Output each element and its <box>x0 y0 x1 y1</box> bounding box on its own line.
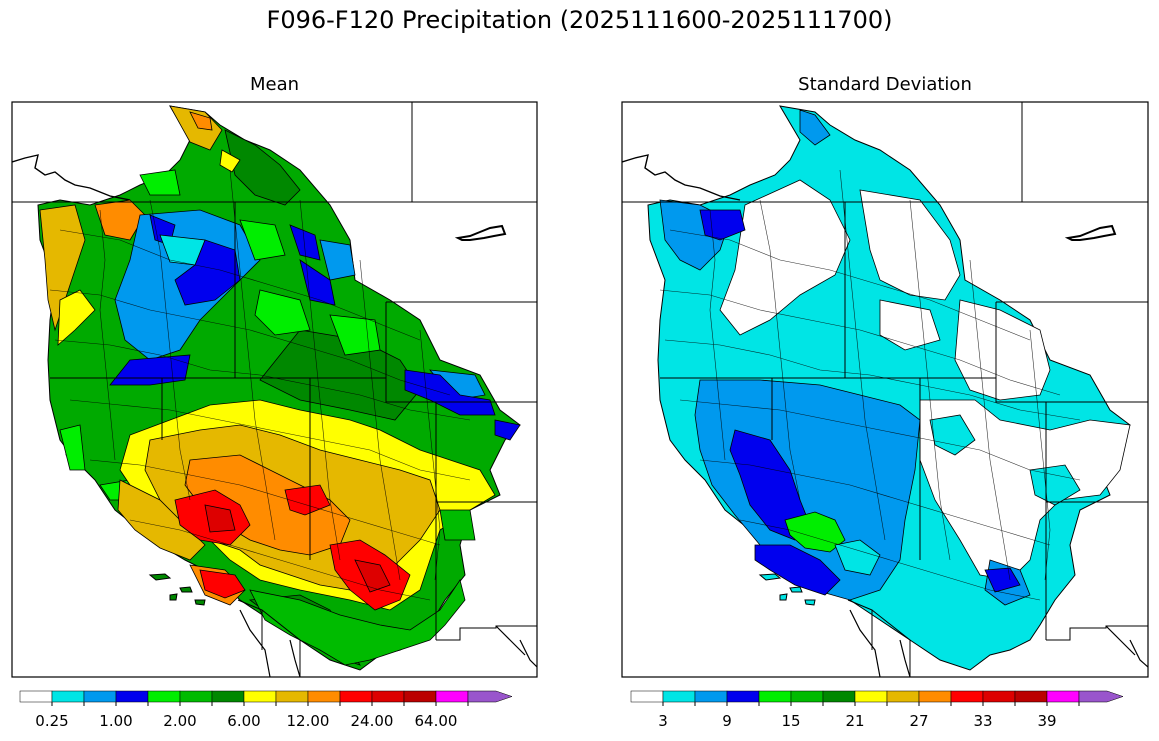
mean-colorbar-label: 12.00 <box>287 712 330 730</box>
stddev-colorbar-swatch <box>918 690 952 703</box>
stddev-colorbar-swatch <box>662 690 696 703</box>
mean-colorbar-label: 24.00 <box>351 712 394 730</box>
mean-colorbar-label: 0.25 <box>35 712 68 730</box>
stddev-great-lake-shape <box>1064 224 1117 241</box>
mean-map <box>12 102 537 677</box>
mean-south-red <box>174 484 411 611</box>
mean-colorbar-label: 1.00 <box>99 712 132 730</box>
stddev-colorbar-label: 3 <box>658 712 668 730</box>
stddev-colorbar-label: 9 <box>722 712 732 730</box>
stddev-colorbar-swatch <box>630 690 664 703</box>
mean-colorbar-swatch <box>371 690 405 703</box>
stddev-white-region <box>719 179 1131 581</box>
mean-colorbar-swatch <box>115 690 149 703</box>
figure-title: F096-F120 Precipitation (2025111600-2025… <box>266 6 893 34</box>
stddev-colorbar-swatch <box>854 690 888 703</box>
stddev-colorbar-swatch <box>1078 690 1124 703</box>
stddev-basin-lines <box>659 169 1081 601</box>
mean-colorbar-swatch <box>83 690 117 703</box>
mean-state-lines <box>12 102 537 677</box>
stddev-colorbar-label: 21 <box>845 712 864 730</box>
stddev-colorbar-swatch <box>790 690 824 703</box>
mean-colorbar-swatch <box>403 690 437 703</box>
mean-colorbar-swatch <box>467 690 513 703</box>
stddev-colorbar-label: 15 <box>781 712 800 730</box>
stddev-map-frame <box>621 101 1149 678</box>
mean-baja-coast <box>239 609 537 677</box>
mean-colorbar-label: 64.00 <box>415 712 458 730</box>
stddev-colorbar-label: 39 <box>1037 712 1056 730</box>
mean-coast-bright-yellow <box>57 149 241 346</box>
mean-colorbar-swatch <box>211 690 245 703</box>
mean-basin-lines <box>49 169 471 601</box>
mean-south-dark-red <box>204 504 391 593</box>
mean-great-lake-shape <box>454 224 507 241</box>
stddev-colorbar-label: 33 <box>973 712 992 730</box>
mean-colorbar-swatch <box>339 690 373 703</box>
stddev-blue-region <box>699 209 1021 596</box>
stddev-colorbar-swatch <box>886 690 920 703</box>
mean-south-green <box>249 509 476 666</box>
stddev-colorbar: 3 9 15 21 27 33 39 <box>630 690 1124 730</box>
stddev-colorbar-label: 27 <box>909 712 928 730</box>
stddev-colorbar-swatch <box>822 690 856 703</box>
stddev-colorbar-swatch <box>694 690 728 703</box>
stddev-coastline-north <box>622 154 741 201</box>
mean-panel-title: Mean <box>249 74 300 95</box>
mean-colorbar-swatch <box>179 690 213 703</box>
mean-channel-islands <box>148 573 206 606</box>
stddev-map <box>622 102 1148 677</box>
stddev-state-lines <box>622 102 1148 677</box>
stddev-colorbar-swatch <box>726 690 760 703</box>
stddev-colorbar-swatch <box>1014 690 1048 703</box>
mean-colorbar: 0.25 1.00 2.00 6.00 12.00 24.00 64.00 <box>19 690 513 730</box>
stddev-colorbar-swatch <box>758 690 792 703</box>
stddev-panel-title: Standard Deviation <box>798 74 972 95</box>
mean-colorbar-swatch <box>147 690 181 703</box>
stddev-colorbar-swatch <box>950 690 984 703</box>
mean-colorbar-swatch <box>19 690 53 703</box>
mean-colorbar-swatch <box>51 690 85 703</box>
mean-colorbar-label: 2.00 <box>163 712 196 730</box>
stddev-colorbar-swatch <box>1046 690 1080 703</box>
mean-colorbar-swatch <box>243 690 277 703</box>
stddev-channel-islands <box>758 573 816 606</box>
stddev-colorbar-swatch <box>982 690 1016 703</box>
mean-colorbar-label: 6.00 <box>227 712 260 730</box>
stddev-baja-coast <box>849 609 1148 677</box>
mean-coastline-north <box>12 154 131 201</box>
mean-lime-region <box>59 169 381 501</box>
mean-map-frame <box>11 101 538 678</box>
mean-colorbar-swatch <box>307 690 341 703</box>
mean-colorbar-swatch <box>275 690 309 703</box>
mean-colorbar-swatch <box>435 690 469 703</box>
